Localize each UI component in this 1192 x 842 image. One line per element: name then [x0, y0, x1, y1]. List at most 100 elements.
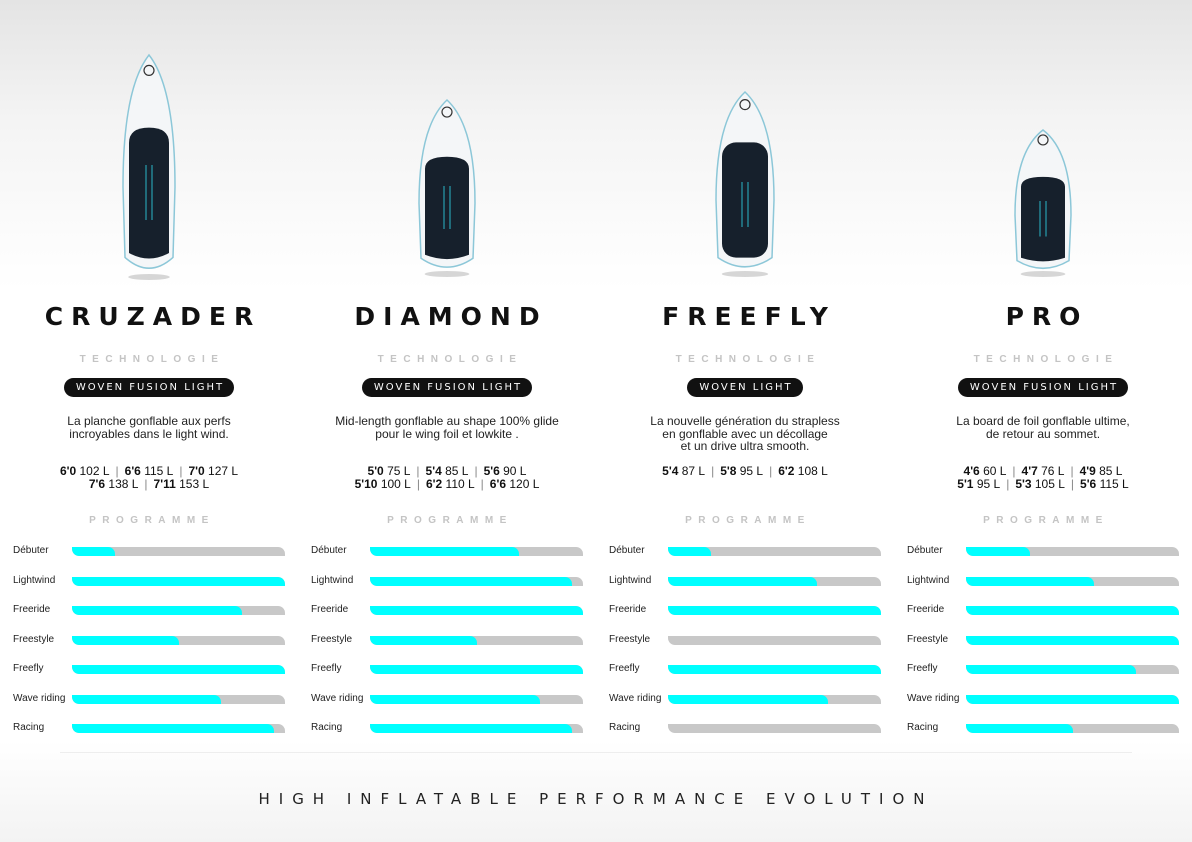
program-bar-track [668, 635, 881, 645]
program-bar-track [72, 724, 285, 733]
size-line: 4'6 60 L | 4'7 76 L | 4'9 85 L [894, 465, 1192, 478]
technology-badge: WOVEN FUSION LIGHT [957, 378, 1129, 397]
program-bar-track [370, 665, 583, 674]
program-bar-fill [72, 547, 115, 556]
size-length: 5'4 [662, 464, 679, 478]
board-name: DIAMOND [354, 302, 548, 331]
board-name: PRO [1005, 302, 1089, 331]
size-volume: 115 L [144, 464, 174, 478]
technologie-label: TECHNOLOGIE [675, 354, 821, 365]
program-row: Racing [311, 722, 591, 736]
size-length: 7'6 [88, 476, 106, 491]
program-label: Wave riding [13, 692, 66, 704]
program-row: Lightwind [13, 575, 293, 589]
program-bar-track [966, 547, 1179, 556]
program-row: Freestyle [311, 634, 591, 648]
program-row: Débuter [311, 545, 591, 559]
size-volume: 108 L [797, 464, 828, 478]
size-volume: 90 L [503, 464, 527, 478]
size-line: 5'4 87 L | 5'8 95 L | 6'2 108 L [596, 465, 894, 478]
board-description: Mid-length gonflable au shape 100% glide… [298, 415, 596, 440]
program-bar-fill [966, 665, 1137, 674]
description-line: et un drive ultra smooth. [680, 439, 810, 453]
program-label: Freestyle [311, 633, 353, 645]
program-label: Racing [609, 722, 641, 733]
technology-badge: WOVEN FUSION LIGHT [361, 378, 533, 397]
program-bar-track [72, 694, 285, 704]
size-length: 5'6 [483, 464, 500, 478]
size-length: 6'2 [778, 464, 795, 478]
program-row: Racing [13, 722, 293, 736]
size-list: 5'0 75 L | 5'4 85 L | 5'6 90 L 5'10 100 L | 6'2… [298, 465, 596, 490]
size-volume: 60 L [983, 464, 1007, 478]
size-volume: 138 L [108, 476, 139, 491]
program-bar-track [370, 724, 583, 733]
size-length: 5'6 [1080, 476, 1097, 491]
board-description: La board de foil gonflable ultime, de ret… [894, 415, 1192, 440]
program-label: Freestyle [13, 633, 55, 645]
program-row: Freefly [311, 663, 591, 677]
program-bar-track [72, 635, 285, 645]
board-image [418, 98, 476, 277]
board-column-pro: PRO TECHNOLOGIE WOVEN FUSION LIGHT La bo… [894, 0, 1192, 760]
size-volume: 153 L [179, 476, 210, 491]
program-label: Débuter [13, 545, 49, 556]
program-bar-track [668, 694, 881, 704]
size-length: 4'6 [963, 464, 980, 478]
program-bar-fill [72, 724, 275, 733]
program-label: Freefly [311, 663, 342, 674]
program-bar-track [668, 606, 881, 615]
program-label: Freeride [13, 604, 51, 615]
size-volume: 95 L [739, 464, 764, 478]
size-volume: 127 L [208, 464, 239, 478]
program-label: Racing [311, 722, 343, 733]
size-volume: 102 L [79, 464, 110, 478]
program-bar-fill [370, 576, 573, 586]
program-bar-fill [668, 694, 828, 704]
program-label: Freestyle [907, 633, 949, 645]
board-description: La planche gonflable aux perfs incroyable… [0, 415, 298, 440]
program-label: Lightwind [311, 574, 354, 586]
program-label: Débuter [311, 545, 347, 556]
program-label: Lightwind [609, 574, 652, 586]
program-row: Lightwind [907, 575, 1187, 589]
program-bar-fill [72, 635, 179, 645]
programme-label: PROGRAMME [983, 515, 1109, 526]
program-label: Freeride [907, 604, 945, 615]
program-bar-track [668, 547, 881, 556]
size-volume: 100 L [380, 476, 411, 491]
separator: | [115, 464, 119, 478]
program-label: Débuter [907, 545, 943, 556]
program-bar-fill [966, 635, 1179, 645]
program-label: Lightwind [13, 574, 56, 586]
separator: | [416, 476, 420, 491]
board-image [122, 53, 176, 280]
program-label: Wave riding [311, 692, 364, 704]
technologie-label: TECHNOLOGIE [79, 354, 225, 365]
separator: | [711, 464, 715, 478]
size-line: 6'0 102 L | 6'6 115 L | 7'0 127 L [0, 465, 298, 478]
program-row: Freestyle [609, 634, 889, 648]
description-line: incroyables dans le light wind. [69, 426, 229, 441]
separator: | [769, 464, 773, 478]
size-volume: 85 L [445, 464, 469, 478]
board-description: La nouvelle génération du strapless en go… [596, 415, 894, 453]
description-line: pour le wing foil et lowkite . [375, 426, 519, 441]
program-label: Freeride [311, 604, 349, 615]
program-bar-fill [966, 724, 1073, 733]
size-volume: 120 L [509, 476, 540, 491]
divider [60, 752, 1132, 753]
program-bar-fill [668, 606, 881, 615]
program-bar-fill [966, 547, 1030, 556]
program-row: Freefly [609, 663, 889, 677]
technology-badge: WOVEN LIGHT [687, 378, 803, 397]
program-row: Freeride [609, 604, 889, 618]
program-row: Wave riding [907, 693, 1187, 707]
program-bar-track [966, 665, 1179, 674]
size-volume: 87 L [681, 464, 706, 478]
program-label: Freefly [13, 663, 44, 674]
size-volume: 110 L [445, 476, 475, 491]
program-row: Lightwind [311, 575, 591, 589]
separator: | [480, 476, 484, 491]
separator: | [474, 464, 478, 478]
